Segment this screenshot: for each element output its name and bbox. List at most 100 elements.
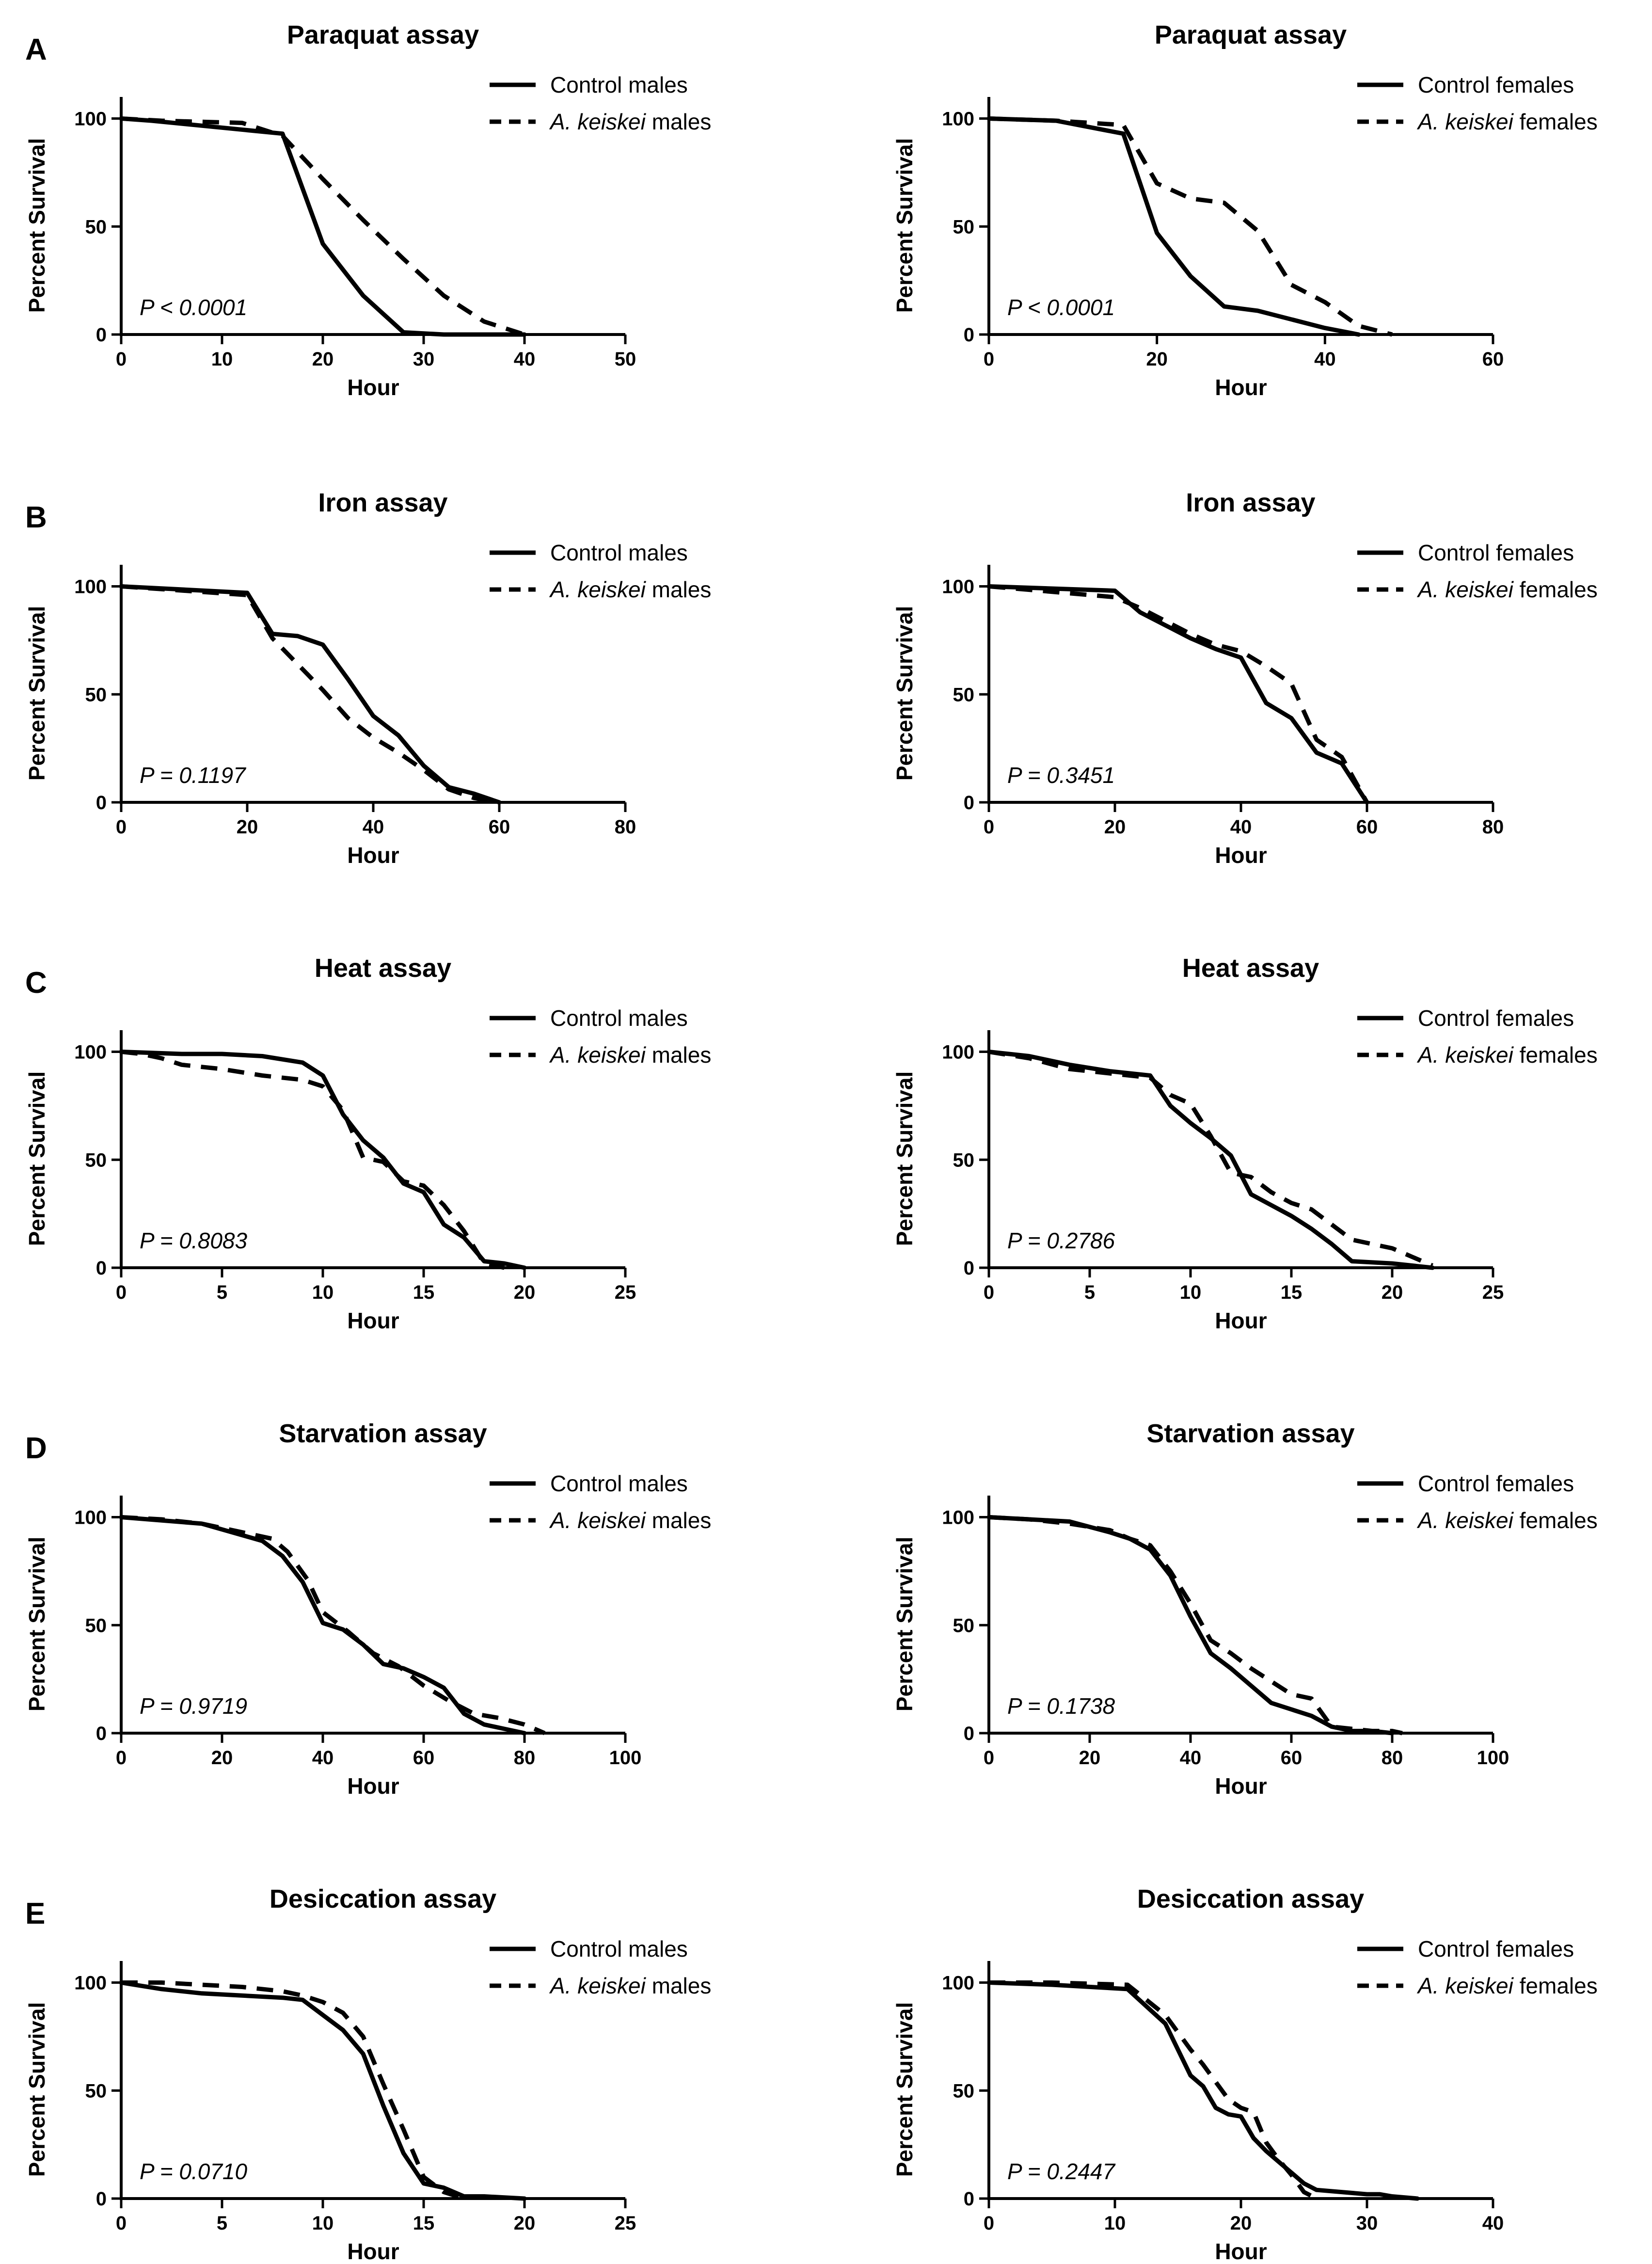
x-axis-label: Hour [347, 1308, 399, 1333]
series-line-control-females [986, 584, 1369, 805]
x-tick-label: 40 [1180, 1747, 1202, 1769]
x-tick-label: 60 [489, 816, 510, 838]
panel-label-d: D [25, 1432, 47, 1465]
p-value-annotation: P < 0.0001 [1007, 295, 1115, 320]
chart-title: Starvation assay [279, 1419, 487, 1448]
chart-title: Heat assay [1182, 954, 1319, 983]
p-value-annotation: P = 0.2786 [1007, 1228, 1115, 1253]
y-tick-label: 50 [953, 216, 975, 238]
x-tick-label: 80 [1382, 1747, 1403, 1769]
chart-panel-7: Starvation assay 0 50 100 0 20 40 60 80 100 Hour Pe… [24, 1419, 711, 1799]
chart-title: Paraquat assay [1155, 20, 1347, 49]
x-tick-label: 15 [413, 2213, 435, 2234]
x-tick-label: 0 [984, 1747, 994, 1769]
series-line-a-keiskei-males [121, 584, 500, 805]
x-tick-label: 80 [1482, 816, 1504, 838]
y-tick-label: 100 [942, 109, 974, 130]
y-tick-label: 100 [942, 1973, 974, 1994]
legend-entry-a-keiskei-males: A. keiskei males [549, 1042, 711, 1068]
x-axis-label: Hour [1215, 1308, 1267, 1333]
chart-panel-5: Heat assay 0 50 100 0 5 10 15 20 25 Hour Percent Su… [24, 954, 711, 1333]
x-tick-label: 40 [1482, 2213, 1504, 2234]
y-tick-label: 50 [953, 684, 975, 705]
x-tick-label: 60 [1356, 816, 1378, 838]
y-tick-label: 100 [942, 576, 974, 598]
chart-panel-6: Heat assay 0 50 100 0 5 10 15 20 25 Hour Percent Su… [892, 954, 1598, 1333]
y-axis-label: Percent Survival [892, 1071, 917, 1246]
series-line-control-females [986, 116, 1361, 337]
panel-label-c: C [25, 966, 47, 1000]
legend-entry-a-keiskei-males: A. keiskei males [549, 1508, 711, 1533]
y-tick-label: 50 [953, 2080, 975, 2102]
x-tick-label: 20 [514, 2213, 536, 2234]
y-axis-label: Percent Survival [24, 606, 49, 781]
chart-title: Desiccation assay [1137, 1884, 1364, 1913]
p-value-annotation: P = 0.1738 [1007, 1693, 1115, 1719]
chart-title: Desiccation assay [270, 1884, 496, 1913]
y-tick-label: 50 [85, 684, 107, 705]
series-line-a-keiskei-females [988, 1515, 1403, 1736]
legend-entry-a-keiskei-females: A. keiskei females [1416, 1042, 1598, 1068]
x-tick-label: 20 [211, 1747, 233, 1769]
y-tick-label: 0 [964, 1258, 974, 1279]
chart-title: Iron assay [1186, 488, 1315, 517]
x-tick-label: 10 [312, 2213, 334, 2234]
panel-label-e: E [25, 1897, 45, 1930]
x-tick-label: 0 [116, 816, 127, 838]
x-axis-label: Hour [1215, 2239, 1267, 2264]
p-value-annotation: P = 0.0710 [140, 2159, 248, 2184]
y-tick-label: 50 [953, 1149, 975, 1171]
series-line-a-keiskei-males [121, 1050, 505, 1270]
legend-entry-control-females: Control females [1418, 540, 1574, 565]
x-tick-label: 20 [237, 816, 258, 838]
y-tick-label: 0 [96, 324, 107, 346]
x-axis-label: Hour [347, 1773, 399, 1799]
series-line-a-keiskei-females [988, 1050, 1433, 1268]
chart-panel-8: Starvation assay 0 50 100 0 20 40 60 80 100 Hour Pe… [892, 1419, 1598, 1799]
y-axis-label: Percent Survival [24, 138, 49, 313]
x-tick-label: 20 [1230, 2213, 1252, 2234]
x-axis-label: Hour [347, 2239, 399, 2264]
x-tick-label: 80 [615, 816, 636, 838]
legend-entry-control-males: Control males [550, 540, 688, 565]
legend-entry-control-females: Control females [1418, 1471, 1574, 1496]
series-line-a-keiskei-males [121, 116, 525, 337]
y-tick-label: 0 [96, 1723, 107, 1744]
series-line-control-females [986, 1050, 1435, 1270]
x-tick-label: 100 [1477, 1747, 1509, 1769]
x-tick-label: 20 [1104, 816, 1126, 838]
x-tick-label: 80 [514, 1747, 536, 1769]
chart-panel-1: Paraquat assay 0 50 100 0 10 20 30 40 50 Hour Perce… [24, 20, 711, 400]
x-tick-label: 25 [1482, 1282, 1504, 1303]
y-tick-label: 0 [96, 2188, 107, 2210]
legend-entry-control-males: Control males [550, 72, 688, 97]
y-tick-label: 0 [964, 792, 974, 813]
x-tick-label: 60 [1482, 349, 1504, 370]
x-tick-label: 10 [1180, 1282, 1202, 1303]
legend-entry-control-males: Control males [550, 1005, 688, 1031]
chart-title: Paraquat assay [287, 20, 479, 49]
chart-panel-10: Desiccation assay 0 50 100 0 10 20 30 40 Hour Perc… [892, 1884, 1598, 2264]
legend-entry-a-keiskei-females: A. keiskei females [1416, 577, 1598, 602]
y-axis-label: Percent Survival [892, 1537, 917, 1712]
x-tick-label: 40 [363, 816, 384, 838]
series-line-a-keiskei-females [988, 116, 1393, 337]
series-line-a-keiskei-females [988, 584, 1369, 804]
chart-title: Starvation assay [1146, 1419, 1354, 1448]
legend-entry-a-keiskei-females: A. keiskei females [1416, 1508, 1598, 1533]
y-axis-label: Percent Survival [24, 2002, 49, 2177]
chart-title: Heat assay [315, 954, 451, 983]
legend-entry-control-females: Control females [1418, 72, 1574, 97]
y-tick-label: 50 [953, 1615, 975, 1636]
x-tick-label: 30 [1356, 2213, 1378, 2234]
series-line-a-keiskei-females [989, 1980, 1318, 2201]
x-axis-label: Hour [1215, 375, 1267, 400]
legend-entry-control-males: Control males [550, 1936, 688, 1961]
x-tick-label: 40 [312, 1747, 334, 1769]
series-line-a-keiskei-males [121, 1980, 465, 2201]
y-axis-label: Percent Survival [892, 2002, 917, 2177]
x-tick-label: 0 [984, 2213, 994, 2234]
x-tick-label: 25 [615, 1282, 636, 1303]
series-line-control-females [986, 1980, 1420, 2201]
